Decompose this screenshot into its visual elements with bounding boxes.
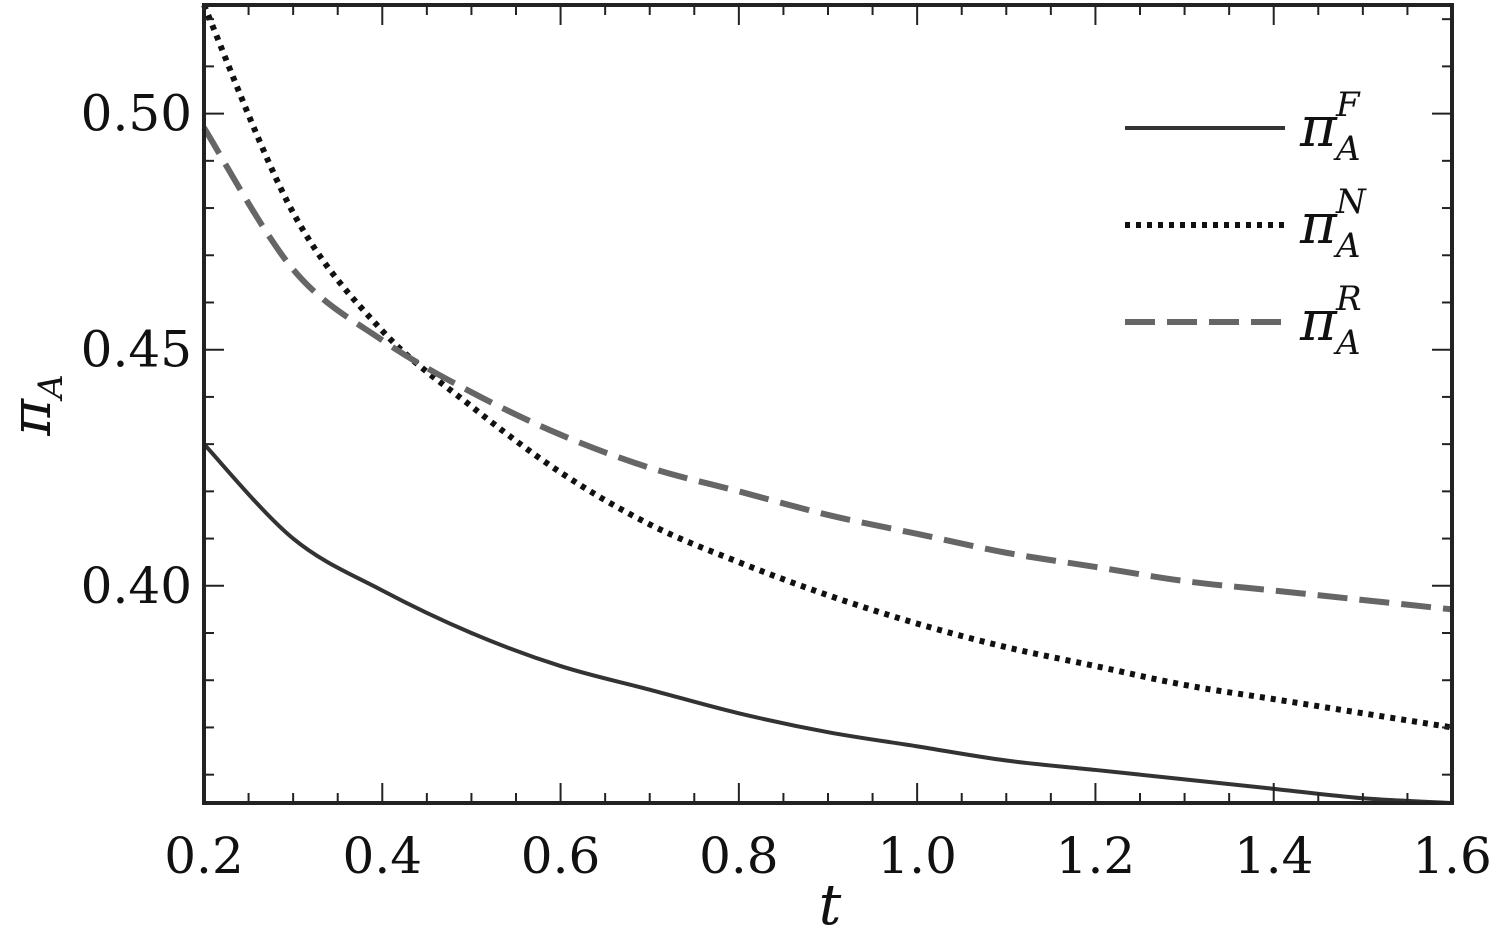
legend-superscript: N xyxy=(1335,182,1367,222)
x-tick-label: 1.0 xyxy=(877,827,957,885)
axis-ticks xyxy=(203,5,1453,803)
legend-subscript: A xyxy=(1333,129,1361,169)
chart-series-group xyxy=(201,3,1453,805)
legend-subscript: A xyxy=(1333,226,1361,266)
x-tick-label: 1.4 xyxy=(1234,827,1314,885)
x-tick-labels: 0.2 0.4 0.6 0.8 1.0 1.2 1.4 1.6 xyxy=(164,827,1492,885)
series-line-N xyxy=(201,3,1453,731)
x-tick-label: 0.8 xyxy=(699,827,779,885)
x-tick-label: 1.2 xyxy=(1056,827,1136,885)
svg-text:πA: πA xyxy=(0,374,71,436)
legend-subscript: A xyxy=(1333,323,1361,363)
y-axis-title: πA xyxy=(0,374,71,436)
legend-superscript: F xyxy=(1335,85,1361,125)
legend-symbol: π xyxy=(1299,289,1338,354)
y-tick-label: 0.50 xyxy=(81,85,192,143)
y-tick-label: 0.45 xyxy=(81,321,192,379)
legend: π FAπ NAπ RA xyxy=(1125,85,1367,363)
legend-symbol: π xyxy=(1299,95,1338,160)
x-tick-label: 0.4 xyxy=(343,827,423,885)
x-tick-label: 0.6 xyxy=(521,827,601,885)
x-tick-label: 1.6 xyxy=(1412,827,1492,885)
x-axis-title: t xyxy=(819,873,842,931)
x-tick-label: 0.2 xyxy=(164,827,244,885)
y-axis-subscript: A xyxy=(31,374,71,402)
legend-symbol: π xyxy=(1299,192,1338,257)
y-tick-label: 0.40 xyxy=(81,557,192,615)
legend-superscript: R xyxy=(1335,279,1362,319)
series-line-R xyxy=(201,126,1453,613)
series-line-F xyxy=(202,442,1453,805)
y-tick-labels: 0.40 0.45 0.50 xyxy=(81,85,192,615)
y-axis-symbol: π xyxy=(0,398,64,437)
plot-frame xyxy=(202,3,1454,805)
